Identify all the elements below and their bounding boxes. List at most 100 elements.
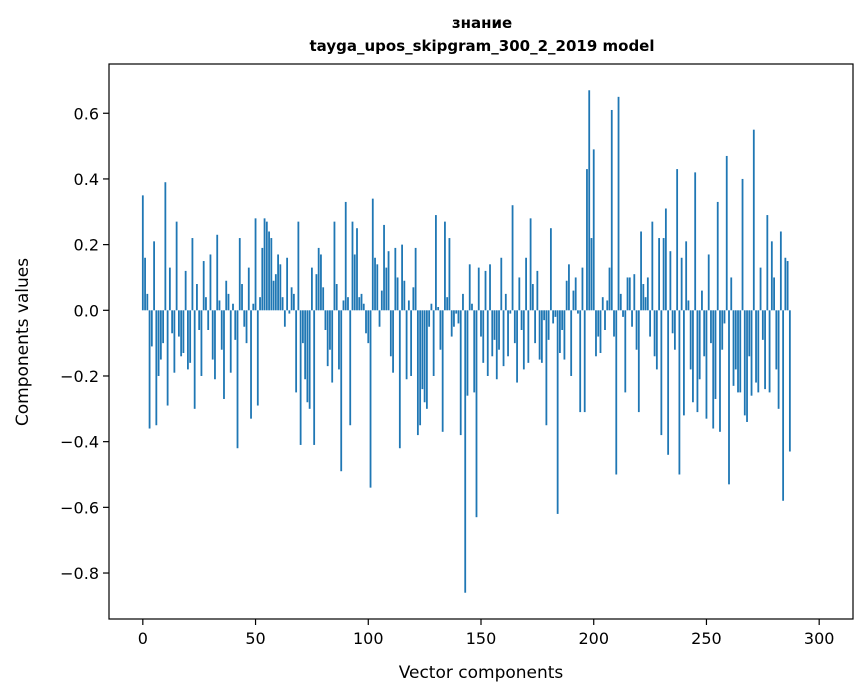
bar xyxy=(604,310,606,330)
bar xyxy=(468,264,471,311)
bar xyxy=(471,303,473,311)
bar xyxy=(556,310,559,514)
bar xyxy=(750,310,753,396)
bar xyxy=(671,310,674,334)
bar xyxy=(459,310,462,436)
bar xyxy=(687,300,690,311)
bar xyxy=(243,310,246,327)
bar xyxy=(500,257,503,311)
bar xyxy=(741,178,744,311)
bar xyxy=(288,310,291,314)
bar xyxy=(705,310,708,419)
bar xyxy=(646,277,649,311)
bar xyxy=(766,215,769,311)
bar xyxy=(441,310,444,432)
bar xyxy=(563,310,566,360)
bar xyxy=(238,238,241,311)
bar xyxy=(405,310,408,380)
bar xyxy=(536,270,539,311)
bar xyxy=(568,264,570,311)
bar xyxy=(162,310,165,344)
bar xyxy=(270,238,273,311)
x-tick-label: 150 xyxy=(466,629,497,648)
bar xyxy=(265,221,268,311)
bar xyxy=(570,310,573,376)
bar xyxy=(295,310,298,393)
bar xyxy=(770,241,773,311)
bar xyxy=(719,310,721,432)
bar xyxy=(311,267,313,311)
x-axis-label: Vector components xyxy=(399,663,564,683)
bar xyxy=(144,257,146,311)
bar xyxy=(261,247,264,311)
bar xyxy=(326,310,329,367)
bar xyxy=(678,310,681,475)
y-tick-label: 0.6 xyxy=(74,104,99,123)
bar xyxy=(651,221,654,311)
bar xyxy=(389,310,392,357)
bar xyxy=(392,310,394,373)
bar xyxy=(385,267,388,311)
bar xyxy=(723,310,726,324)
bar xyxy=(606,300,609,311)
bar xyxy=(554,310,557,317)
bar xyxy=(335,284,338,311)
bar xyxy=(707,254,710,311)
bar xyxy=(784,257,787,311)
bar xyxy=(274,274,277,311)
bar xyxy=(743,310,746,416)
bar xyxy=(259,297,261,311)
bar xyxy=(786,261,789,311)
bar xyxy=(466,310,469,396)
bar xyxy=(782,310,785,501)
bar xyxy=(619,293,622,311)
y-axis-label: Components values xyxy=(13,258,33,426)
bar xyxy=(209,254,212,311)
bar xyxy=(703,310,706,357)
bar xyxy=(748,310,751,357)
bar xyxy=(522,310,525,370)
bar xyxy=(710,310,712,344)
bar xyxy=(374,257,376,311)
bar xyxy=(552,310,555,324)
bar xyxy=(649,310,651,337)
bar xyxy=(755,310,757,383)
bar xyxy=(416,310,419,436)
bar xyxy=(624,310,627,393)
bar xyxy=(191,238,194,311)
bar xyxy=(252,303,255,311)
bar xyxy=(549,228,552,311)
x-axis-ticks: 0 50 100 150 200 250 300 xyxy=(138,619,834,648)
bar xyxy=(579,310,582,413)
bar xyxy=(407,300,410,311)
bar xyxy=(232,303,234,311)
bar xyxy=(193,310,196,409)
bar xyxy=(189,310,192,363)
bar xyxy=(714,310,717,399)
bar xyxy=(588,90,591,311)
bar xyxy=(371,198,374,311)
bar xyxy=(637,310,640,413)
bar xyxy=(329,310,331,350)
bar xyxy=(159,310,162,360)
bar xyxy=(583,310,586,413)
bar xyxy=(761,310,764,340)
bar xyxy=(615,310,618,475)
bar xyxy=(534,310,537,344)
bar xyxy=(462,293,464,311)
bar xyxy=(369,310,372,488)
bar xyxy=(599,310,602,353)
bar xyxy=(290,287,293,311)
bar xyxy=(157,310,160,376)
bar xyxy=(250,310,252,419)
bar xyxy=(450,310,453,337)
bar xyxy=(256,310,259,406)
bar xyxy=(626,277,629,311)
bar xyxy=(617,96,620,311)
bar xyxy=(757,310,760,393)
bar xyxy=(759,267,762,311)
bar xyxy=(721,310,724,350)
bar xyxy=(768,310,771,393)
y-tick-label: −0.6 xyxy=(60,498,99,517)
bar xyxy=(141,195,144,311)
